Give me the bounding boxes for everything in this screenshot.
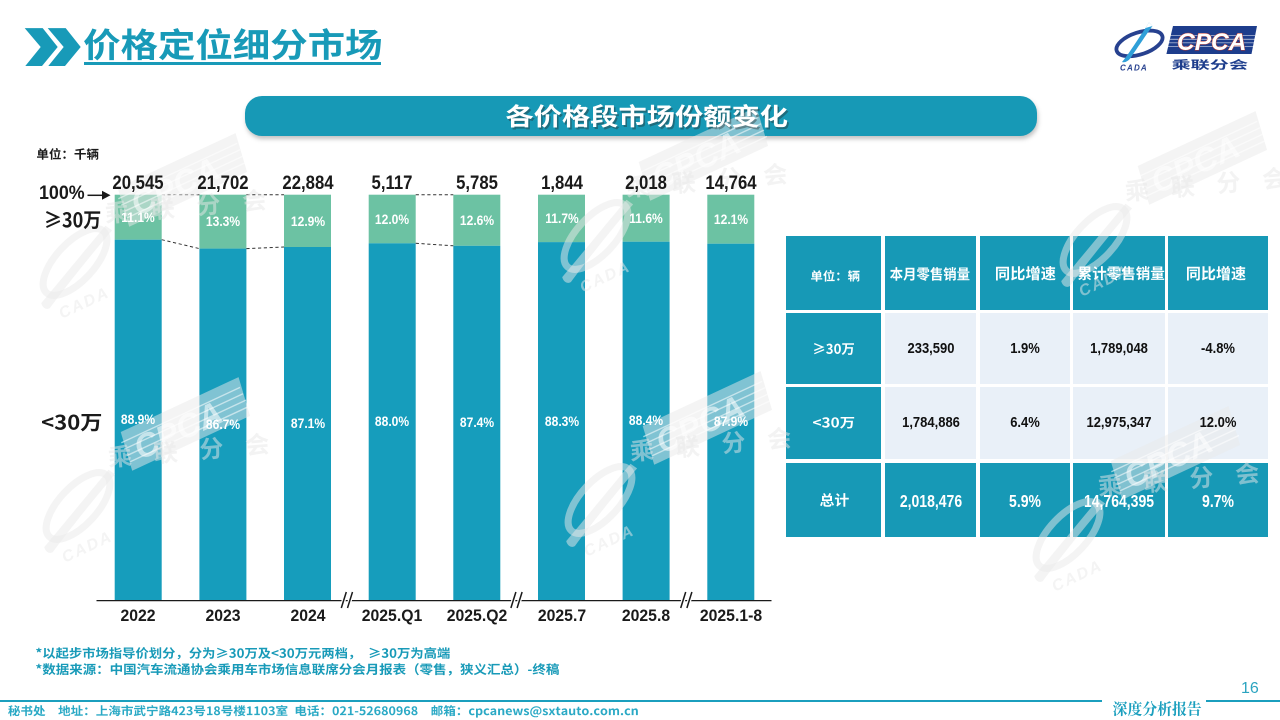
svg-text:CPCA: CPCA bbox=[1177, 29, 1246, 56]
svg-text:CADA: CADA bbox=[1120, 64, 1148, 73]
